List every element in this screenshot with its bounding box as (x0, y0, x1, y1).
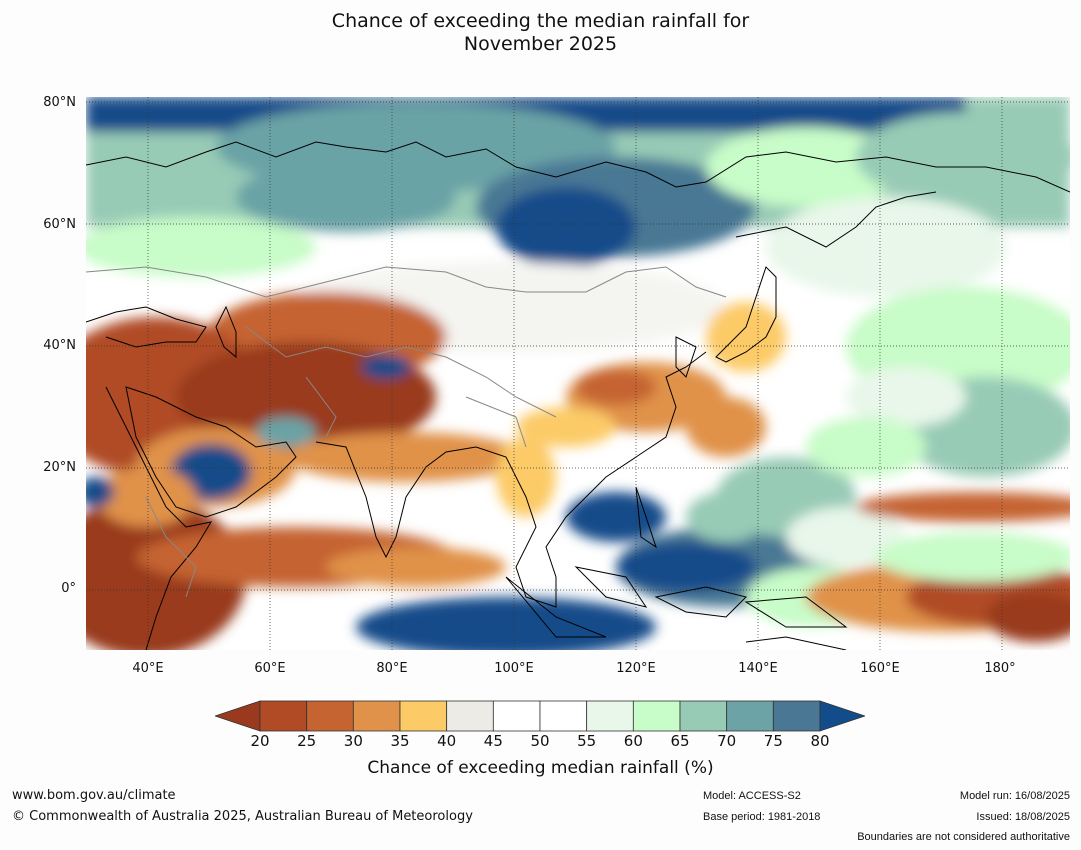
colorbar-tick-label: 50 (520, 732, 560, 750)
colorbar-swatch (587, 701, 634, 731)
lon-label-100e: 100°E (484, 661, 544, 676)
colorbar-tick-label: 65 (660, 732, 700, 750)
lon-label-80e: 80°E (362, 661, 422, 676)
lon-label-140e: 140°E (728, 661, 788, 676)
map-canvas (86, 97, 1070, 650)
lon-label-60e: 60°E (240, 661, 300, 676)
colorbar-swatch (447, 701, 494, 731)
footer-issued: Issued: 18/08/2025 (976, 811, 1070, 823)
colorbar-swatch (353, 701, 400, 731)
colorbar-swatch (260, 701, 307, 731)
lat-label-40n: 40°N (30, 339, 76, 353)
footer-disclaimer: Boundaries are not considered authoritat… (857, 831, 1070, 843)
colorbar-tick-label: 45 (473, 732, 513, 750)
colorbar (215, 700, 865, 732)
colorbar-swatch (307, 701, 354, 731)
colorbar-tick-label: 60 (613, 732, 653, 750)
colorbar-swatch (493, 701, 540, 731)
rainfall-map (86, 97, 1070, 650)
colorbar-tick-label: 20 (240, 732, 280, 750)
footer-model: Model: ACCESS-S2 (703, 790, 801, 802)
footer-base-period: Base period: 1981-2018 (703, 811, 820, 823)
lon-label-120e: 120°E (606, 661, 666, 676)
map-title: Chance of exceeding the median rainfall … (0, 10, 1081, 56)
footer-copyright: © Commonwealth of Australia 2025, Austra… (12, 809, 473, 824)
lat-label-0: 0° (30, 582, 76, 596)
colorbar-swatches (215, 700, 865, 732)
lat-label-60n: 60°N (30, 218, 76, 232)
lon-label-160e: 160°E (850, 661, 910, 676)
footer-url: www.bom.gov.au/climate (12, 788, 176, 803)
colorbar-label: Chance of exceeding median rainfall (%) (0, 758, 1081, 778)
lon-label-40e: 40°E (118, 661, 178, 676)
footer-model-run: Model run: 16/08/2025 (960, 790, 1070, 802)
colorbar-swatch (633, 701, 680, 731)
colorbar-tick-label: 80 (800, 732, 840, 750)
colorbar-swatch (400, 701, 447, 731)
lat-label-80n: 80°N (30, 96, 76, 110)
title-line-2: November 2025 (0, 33, 1081, 56)
colorbar-tick-label: 55 (567, 732, 607, 750)
colorbar-swatch (773, 701, 820, 731)
colorbar-extend-low (215, 701, 260, 731)
colorbar-tick-label: 75 (753, 732, 793, 750)
colorbar-tick-label: 25 (287, 732, 327, 750)
colorbar-swatch (727, 701, 774, 731)
lon-label-180: 180° (970, 661, 1030, 676)
colorbar-tick-label: 40 (427, 732, 467, 750)
colorbar-tick-label: 70 (707, 732, 747, 750)
lat-label-20n: 20°N (30, 461, 76, 475)
colorbar-swatch (680, 701, 727, 731)
title-line-1: Chance of exceeding the median rainfall … (0, 10, 1081, 33)
colorbar-swatch (540, 701, 587, 731)
colorbar-tick-label: 30 (333, 732, 373, 750)
colorbar-tick-label: 35 (380, 732, 420, 750)
colorbar-extend-high (820, 701, 865, 731)
